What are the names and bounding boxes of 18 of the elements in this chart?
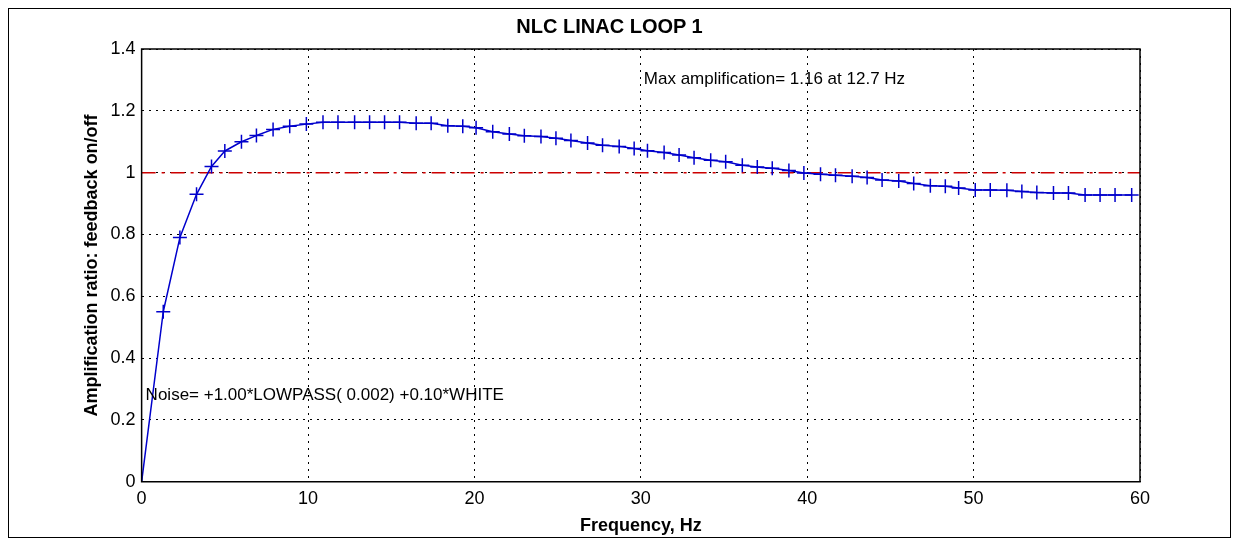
y-axis-title: Amplification ratio: feedback on/off (80, 113, 101, 417)
y-tick-label: 1 (125, 161, 136, 182)
x-tick-label: 20 (464, 487, 485, 508)
x-tick-label: 60 (1129, 487, 1151, 508)
x-tick-label: 10 (298, 487, 319, 508)
x-tick-label: 40 (797, 487, 818, 508)
y-tick-label: 1.4 (110, 37, 136, 58)
y-tick-label: 0.2 (110, 408, 136, 429)
chart-title: NLC LINAC LOOP 1 (516, 14, 703, 37)
y-tick-label: 1.2 (110, 99, 136, 120)
y-tick-label: 0.6 (110, 285, 136, 306)
x-tick-label: 30 (630, 487, 651, 508)
y-tick-label: 0.8 (110, 223, 136, 244)
x-tick-label: 50 (963, 487, 984, 508)
y-tick-label: 0.4 (110, 347, 136, 368)
y-tick-label: 0 (125, 470, 136, 491)
x-axis-title: Frequency, Hz (579, 515, 702, 536)
annotation: Max amplification= 1.16 at 12.7 Hz (643, 68, 906, 88)
